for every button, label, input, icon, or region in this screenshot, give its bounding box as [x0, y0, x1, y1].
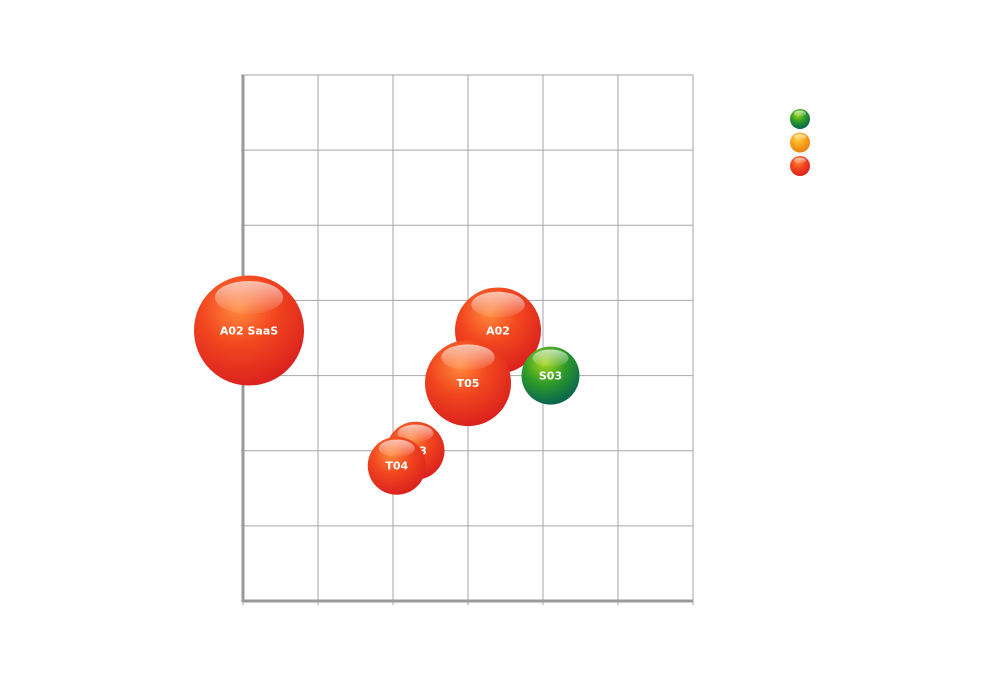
bubble-label: A02 SaaS	[220, 324, 278, 337]
bubble-a02-saas: A02 SaaS	[193, 275, 305, 386]
bubble-highlight	[397, 424, 434, 443]
legend	[790, 109, 810, 176]
bubble-s03: S03	[521, 346, 580, 405]
bubble-highlight	[532, 349, 569, 367]
grid-lines	[241, 74, 694, 605]
bubble-label: T04	[385, 460, 408, 473]
legend-item	[790, 156, 810, 176]
bubble-highlight	[214, 280, 284, 314]
legend-marker-highlight	[794, 134, 806, 140]
legend-item	[790, 109, 810, 129]
legend-marker-highlight	[794, 157, 806, 164]
bubble-highlight	[471, 291, 525, 318]
bubble-highlight	[378, 439, 415, 458]
legend-item	[790, 132, 810, 153]
bubble-t04: T04	[367, 436, 426, 495]
bubbles: A02 SaaSA02T05S03T03T04	[193, 275, 580, 495]
bubble-highlight	[441, 344, 495, 371]
bubble-label: T05	[457, 377, 480, 390]
legend-marker-highlight	[794, 110, 806, 117]
bubble-label: A02	[486, 324, 510, 337]
bubble-t05: T05	[424, 340, 512, 427]
bubble-label: S03	[539, 370, 562, 383]
